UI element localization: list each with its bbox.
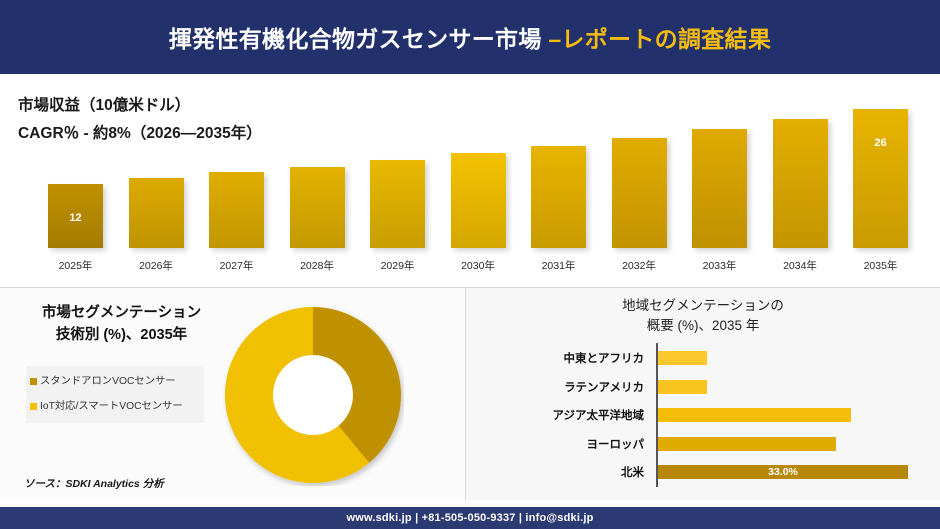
revenue-bar-group: 2033年	[682, 88, 757, 272]
legend-color-swatch-icon	[30, 378, 37, 385]
revenue-bar	[450, 153, 506, 248]
regional-bar-row: アジア太平洋地域	[506, 401, 926, 429]
revenue-bar	[128, 178, 184, 248]
revenue-bar	[772, 119, 828, 248]
header-banner: 揮発性有機化合物ガスセンサー市場 –レポートの調査結果	[0, 0, 940, 74]
revenue-bar-group: 2030年	[441, 88, 516, 272]
revenue-bar-group: 2031年	[521, 88, 596, 272]
segmentation-legend: スタンドアロンVOCセンサー IoT対応/スマートVOCセンサー	[26, 366, 204, 423]
regional-title: 地域セグメンテーションの 概要 (%)、2035 年	[466, 296, 940, 337]
revenue-bar-category-label: 2031年	[541, 260, 576, 272]
revenue-bar-group: 26 2035年	[843, 88, 918, 272]
segmentation-title: 市場セグメンテーション 技術別 (%)、2035年	[14, 302, 229, 347]
regional-bar-value: 33.0%	[768, 466, 798, 478]
legend-color-swatch-icon	[30, 402, 37, 410]
revenue-bar-category-label: 2030年	[461, 260, 495, 272]
segmentation-panel: 市場セグメンテーション 技術別 (%)、2035年 スタンドアロンVOCセンサー…	[0, 287, 466, 500]
revenue-bar-group: 2034年	[763, 88, 838, 272]
regional-bar-label: ヨーロッパ	[586, 438, 645, 451]
segmentation-title-line2: 技術別 (%)、2035年	[55, 327, 188, 344]
donut-hole	[273, 355, 353, 435]
footer-bar: www.sdki.jp | +81-505-050-9337 | info@sd…	[0, 507, 940, 529]
regional-bar-row: 中東とアフリカ	[506, 344, 926, 372]
regional-bar-track	[658, 436, 926, 451]
revenue-bar-category-label: 2034年	[783, 260, 817, 272]
segmentation-title-line1: 市場セグメンテーション	[41, 305, 202, 321]
revenue-bar-group: 12 2025年	[38, 88, 113, 272]
regional-title-line1: 地域セグメンテーションの	[622, 298, 784, 313]
regional-bar-row: ラテンアメリカ	[506, 373, 926, 401]
revenue-bar-value: 12	[69, 212, 82, 224]
legend-item: スタンドアロンVOCセンサー	[30, 374, 198, 390]
revenue-bar	[531, 146, 586, 248]
regional-bar-fill: 33.0%	[658, 465, 908, 479]
revenue-bar-category-label: 2035年	[863, 260, 898, 272]
regional-panel: 地域セグメンテーションの 概要 (%)、2035 年 中東とアフリカ ラテンアメリ…	[466, 287, 940, 500]
revenue-bar-category-label: 2027年	[219, 260, 254, 272]
revenue-bar-category-label: 2029年	[380, 260, 415, 272]
regional-axis-line	[656, 343, 658, 487]
regional-bar-label: ラテンアメリカ	[564, 381, 644, 394]
revenue-bar-value: 26	[874, 137, 887, 149]
revenue-chart-panel: 市場収益（10億米ドル） CAGR％ - 約8%（2026―2035年） 12 2…	[0, 74, 940, 285]
regional-bar-label: 中東とアフリカ	[563, 353, 645, 365]
revenue-bar	[370, 160, 425, 248]
revenue-bar-category-label: 2028年	[300, 260, 334, 272]
source-note: ソース：SDKI Analytics 分析	[24, 478, 164, 490]
regional-bar-track	[658, 408, 926, 422]
revenue-bar: 26	[853, 109, 908, 248]
revenue-bar-category-label: 2033年	[702, 260, 737, 272]
legend-item: IoT対応/スマートVOCセンサー	[30, 399, 198, 415]
revenue-bars-area: 12 2025年 2026年 2027年 2028年 2029年 2030年 2031年 203…	[0, 74, 940, 285]
regional-bar-track	[658, 351, 926, 365]
revenue-bar	[692, 129, 747, 248]
revenue-bar	[209, 172, 264, 248]
revenue-bar-category-label: 2026年	[139, 260, 173, 272]
revenue-bar	[611, 138, 667, 248]
regional-bar-fill	[658, 351, 707, 365]
metric-label: 市場収益（10億米ドル）	[18, 97, 191, 114]
regional-bar-row: ヨーロッパ	[506, 430, 926, 458]
regional-bar-track	[658, 379, 926, 394]
regional-bar-fill	[658, 436, 836, 451]
legend-item-label: IoT対応/スマートVOCセンサー	[40, 400, 183, 412]
revenue-bar-group: 2026年	[119, 88, 194, 272]
regional-bar-fill	[658, 408, 851, 422]
page-title-main: 揮発性有機化合物ガスセンサー市場	[168, 26, 549, 52]
regional-bar-label: アジア太平洋地域	[552, 410, 644, 422]
revenue-bar	[289, 167, 345, 248]
donut-svg	[224, 307, 401, 483]
page-title: 揮発性有機化合物ガスセンサー市場 –レポートの調査結果	[169, 20, 771, 54]
revenue-bar-group: 2027年	[199, 88, 274, 272]
legend-item-label: スタンドアロンVOCセンサー	[40, 376, 176, 387]
regional-bar-fill	[658, 379, 707, 394]
revenue-bar-group: 2028年	[280, 88, 355, 272]
footer-contact-text: www.sdki.jp | +81-505-050-9337 | info@sd…	[346, 512, 594, 524]
revenue-bar-group: 2032年	[602, 88, 677, 272]
regional-bar-track: 33.0%	[658, 465, 926, 479]
donut-slice	[313, 307, 401, 463]
regional-title-line2: 概要 (%)、2035 年	[646, 318, 760, 334]
cagr-label: CAGR％ - 約8%（2026―2035年）	[18, 125, 262, 143]
revenue-bar-category-label: 2032年	[622, 260, 656, 272]
regional-bar-row: 北米 33.0%	[506, 458, 926, 486]
revenue-bar: 12	[48, 184, 103, 248]
revenue-bar-category-label: 2025年	[58, 260, 93, 272]
regional-bar-label: 北米	[621, 467, 644, 479]
segmentation-donut-chart	[222, 304, 404, 486]
page-title-accent: –レポートの調査結果	[548, 26, 772, 52]
regional-bar-chart: 中東とアフリカ ラテンアメリカアジア太平洋地域ヨーロッパ北米 33.0%	[506, 343, 926, 487]
revenue-bar-group: 2029年	[360, 88, 435, 272]
revenue-chart-labels: 市場収益（10億米ドル） CAGR％ - 約8%（2026―2035年）	[18, 94, 262, 146]
